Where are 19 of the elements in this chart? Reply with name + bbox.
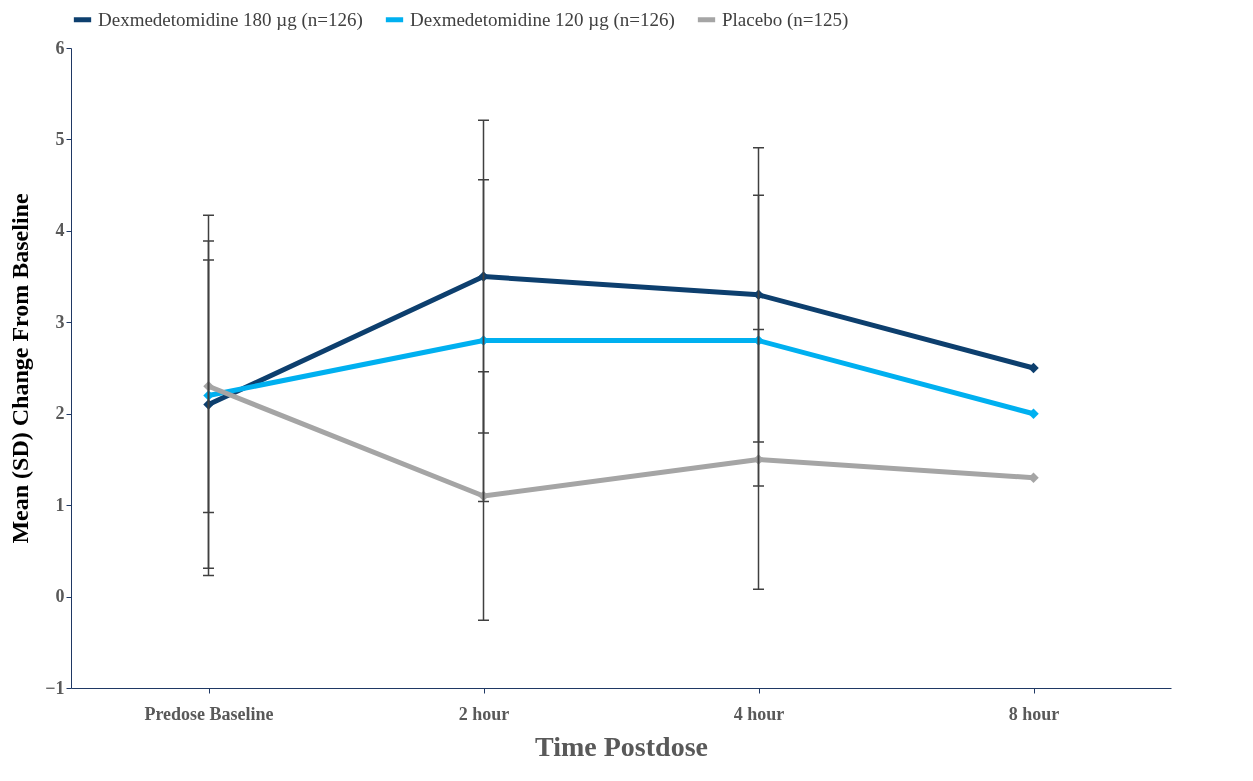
x-tick-label: 4 hour (733, 703, 785, 724)
point (1028, 362, 1039, 374)
y-tick-label: 5 (55, 128, 65, 149)
y-tick-label: 0 (55, 586, 65, 607)
y-tick-label: 6 (55, 37, 65, 58)
legend-label: Placebo (n=125) (722, 8, 849, 31)
y-tick-label: 4 (55, 220, 65, 241)
x-axis-title: Time Postdose (535, 730, 708, 762)
x-tick-label: 2 hour (458, 703, 510, 724)
y-tick-label: 2 (55, 403, 65, 424)
legend-label: Dexmedetomidine 120 µg (n=126) (410, 8, 675, 31)
legend-label: Dexmedetomidine 180 µg (n=126) (98, 8, 363, 31)
point (1028, 408, 1039, 419)
y-tick-label: 1 (55, 494, 65, 515)
x-tick-label: 8 hour (1008, 703, 1060, 724)
x-tick-label: Predose Baseline (144, 703, 274, 724)
y-axis-title: Mean (SD) Change From Baseline (7, 193, 34, 544)
y-tick-label: −1 (45, 677, 65, 698)
y-tick-label: 3 (55, 311, 65, 332)
